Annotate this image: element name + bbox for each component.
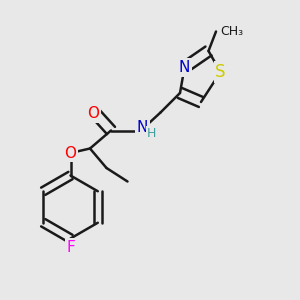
- Text: N: N: [179, 60, 190, 75]
- Text: O: O: [87, 106, 99, 122]
- Text: CH₃: CH₃: [220, 25, 244, 38]
- Text: S: S: [215, 63, 226, 81]
- Text: H: H: [147, 127, 156, 140]
- Text: N: N: [137, 120, 148, 135]
- Text: F: F: [66, 240, 75, 255]
- Text: O: O: [64, 146, 76, 160]
